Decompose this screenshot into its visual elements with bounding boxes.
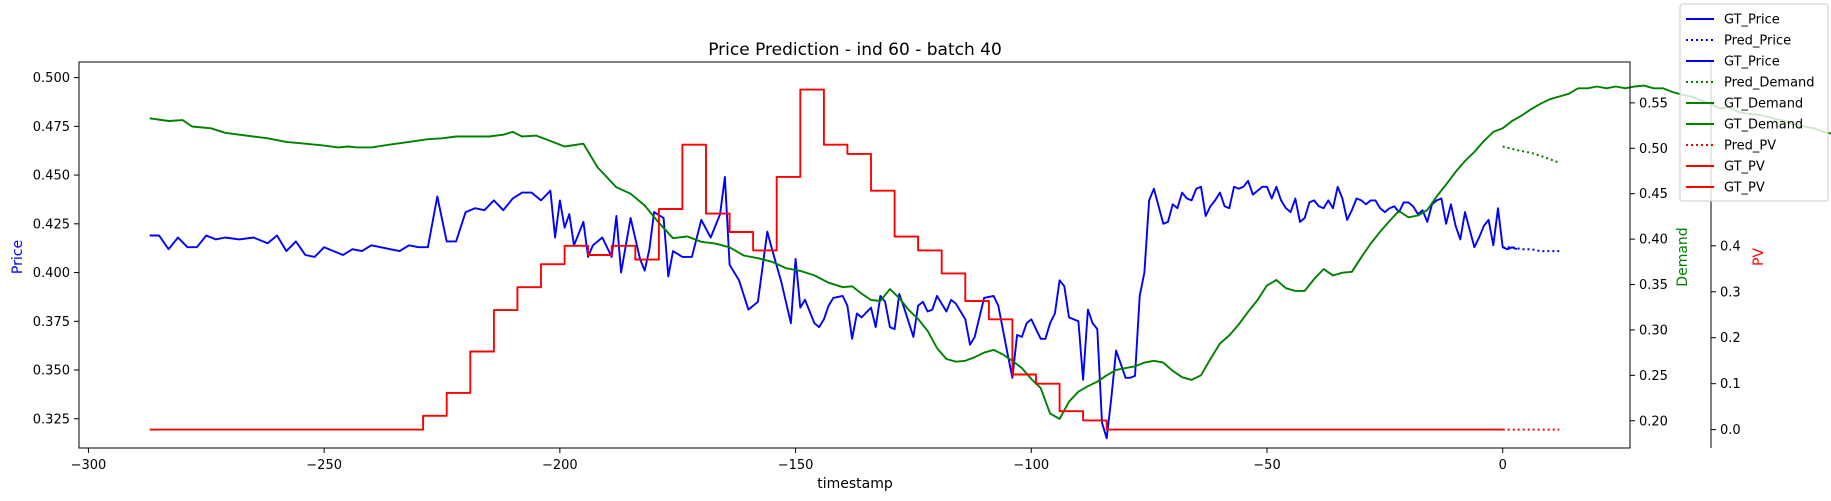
x-tick-label: −300 xyxy=(71,458,107,473)
price-tick-label: 0.500 xyxy=(33,71,70,86)
demand-tick-label: 0.55 xyxy=(1639,96,1668,111)
pv-tick-label: 0.4 xyxy=(1720,239,1741,254)
demand-axis-label: Demand xyxy=(1675,227,1691,286)
legend-entry-label: GT_PV xyxy=(1724,160,1765,175)
legend-entry-label: Pred_PV xyxy=(1724,139,1776,154)
pv-tick-label: 0.2 xyxy=(1720,331,1741,346)
demand-tick-label: 0.50 xyxy=(1639,142,1668,157)
x-tick-label: −50 xyxy=(1253,458,1280,473)
price-tick-label: 0.400 xyxy=(33,266,70,281)
legend-entry-label: GT_PV xyxy=(1724,181,1765,196)
x-axis-label: timestamp xyxy=(817,476,893,492)
x-tick-label: −150 xyxy=(778,458,814,473)
series-line-price-gt xyxy=(149,176,1518,440)
pv-tick-label: 0.0 xyxy=(1720,423,1741,438)
chart-title: Price Prediction - ind 60 - batch 40 xyxy=(708,40,1002,60)
legend-entry-label: GT_Demand xyxy=(1724,97,1803,112)
price-tick-label: 0.325 xyxy=(33,412,70,427)
legend-entry-label: GT_Price xyxy=(1724,55,1780,70)
demand-tick-label: 0.45 xyxy=(1639,187,1668,202)
x-tick-label: −250 xyxy=(306,458,342,473)
price-tick-label: 0.375 xyxy=(33,315,70,330)
pv-axis-label: PV xyxy=(1751,248,1767,266)
demand-tick-label: 0.40 xyxy=(1639,233,1668,248)
price-tick-label: 0.450 xyxy=(33,169,70,184)
x-tick-label: 0 xyxy=(1499,458,1507,473)
price-tick-label: 0.475 xyxy=(33,120,70,135)
plot-area: −300 −250 −200 −150 −100 −50 0 0.325 0.350 0.375 0… xyxy=(33,61,1831,473)
price-axis-label: Price xyxy=(10,240,26,274)
price-tick-label: 0.425 xyxy=(33,217,70,232)
pv-tick-label: 0.1 xyxy=(1720,377,1741,392)
demand-tick-label: 0.30 xyxy=(1639,323,1668,338)
demand-tick-label: 0.35 xyxy=(1639,278,1668,293)
legend-box xyxy=(1679,3,1829,202)
legend: GT_Price Pred_Price GT_Price Pred_Demand GT_… xyxy=(1679,3,1829,202)
legend-entry-label: Pred_Price xyxy=(1724,34,1791,49)
x-tick-label: −200 xyxy=(542,458,578,473)
demand-tick-label: 0.20 xyxy=(1639,414,1668,429)
plot-frame xyxy=(78,61,1631,449)
x-tick-label: −100 xyxy=(1013,458,1049,473)
price-tick-label: 0.350 xyxy=(33,364,70,379)
pv-tick-label: 0.3 xyxy=(1720,285,1741,300)
legend-entry-label: GT_Price xyxy=(1724,13,1780,28)
legend-entry-label: GT_Demand xyxy=(1724,118,1803,133)
legend-entry-label: Pred_Demand xyxy=(1724,76,1815,91)
demand-tick-label: 0.25 xyxy=(1639,369,1668,384)
series-line-pv-gt xyxy=(149,88,1503,431)
